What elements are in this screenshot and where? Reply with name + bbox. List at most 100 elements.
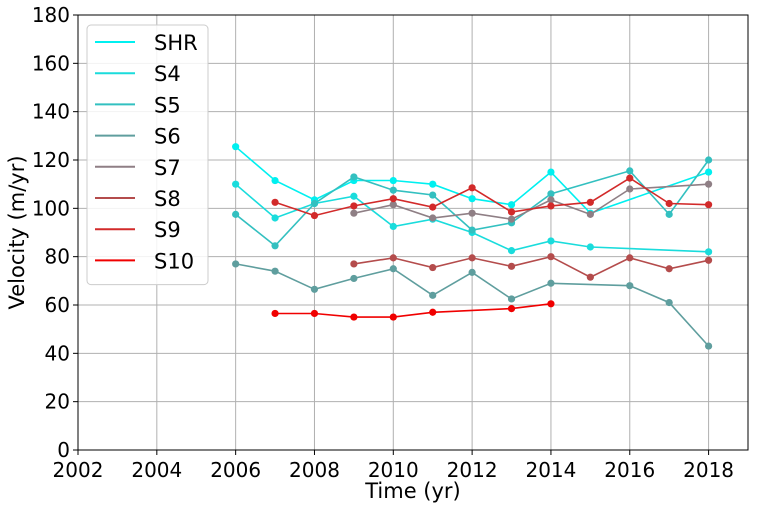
series-line — [235, 263, 710, 347]
y-tick-label: 100 — [32, 196, 70, 220]
legend-label: S10 — [154, 249, 194, 273]
data-point — [586, 243, 594, 251]
data-point — [507, 262, 516, 270]
series-s6 — [232, 260, 713, 350]
data-point — [310, 199, 319, 208]
data-point — [389, 254, 397, 262]
data-point — [350, 192, 358, 200]
data-point — [547, 253, 555, 261]
data-point — [389, 186, 397, 194]
data-point — [468, 254, 476, 262]
series-s7 — [350, 180, 713, 223]
data-point — [429, 180, 437, 188]
data-point — [665, 298, 673, 307]
data-point — [389, 222, 397, 231]
data-point — [350, 209, 358, 217]
data-point — [271, 267, 279, 275]
data-point — [271, 309, 279, 318]
data-point — [547, 300, 555, 308]
data-point — [547, 279, 555, 287]
data-point — [704, 342, 713, 350]
data-point — [665, 265, 673, 273]
data-point — [468, 226, 476, 234]
data-point — [429, 291, 437, 299]
legend-item: SHR — [95, 31, 198, 55]
data-point — [507, 247, 516, 255]
data-point — [389, 313, 397, 321]
series-line — [353, 255, 709, 279]
legend-item: S10 — [95, 249, 194, 273]
data-point — [547, 168, 555, 176]
data-point — [310, 285, 319, 293]
legend-item: S7 — [95, 156, 181, 180]
series-line — [235, 159, 710, 247]
y-tick-label: 80 — [45, 245, 70, 269]
x-tick-label: 2002 — [53, 458, 104, 482]
y-tick-label: 160 — [32, 51, 70, 75]
data-point — [429, 191, 437, 199]
data-point — [429, 263, 437, 272]
data-point — [468, 268, 476, 276]
y-tick-label: 180 — [32, 3, 70, 27]
data-point — [350, 202, 358, 210]
data-point — [704, 180, 713, 188]
data-point — [586, 273, 594, 281]
data-point — [507, 295, 516, 303]
data-point — [389, 176, 397, 185]
data-point — [310, 309, 319, 318]
x-tick-label: 2010 — [368, 458, 419, 482]
y-tick-label: 40 — [45, 341, 70, 365]
data-point — [271, 214, 279, 222]
x-axis-title: Time (yr) — [364, 479, 461, 503]
y-tick-label: 120 — [32, 148, 70, 172]
data-point — [389, 265, 397, 273]
data-point — [232, 180, 240, 188]
data-point — [507, 201, 516, 209]
legend-item: S9 — [95, 218, 181, 242]
x-tick-label: 2014 — [525, 458, 576, 482]
data-point — [389, 195, 397, 203]
series-group — [232, 143, 713, 350]
legend-item: S6 — [95, 125, 181, 149]
y-tick-label: 20 — [45, 390, 70, 414]
data-point — [468, 184, 476, 192]
data-point — [271, 242, 279, 250]
data-point — [507, 305, 516, 313]
series-s5 — [232, 156, 713, 250]
x-tick-label: 2016 — [604, 458, 655, 482]
legend-item: S5 — [95, 93, 181, 117]
data-point — [271, 198, 279, 206]
legend-box — [86, 24, 209, 286]
data-point — [429, 203, 437, 211]
data-point — [547, 202, 555, 210]
data-point — [271, 176, 279, 185]
legend-label: S4 — [154, 62, 181, 86]
data-point — [507, 215, 516, 223]
data-point — [429, 214, 437, 222]
legend-item: S4 — [95, 62, 181, 86]
data-point — [547, 196, 555, 204]
data-point — [704, 201, 713, 209]
legend-label: SHR — [154, 31, 198, 55]
legend-label: S9 — [154, 218, 181, 242]
data-point — [350, 260, 358, 268]
y-tick-label: 0 — [57, 438, 70, 462]
data-point — [626, 167, 634, 175]
data-point — [704, 256, 713, 264]
x-tick-label: 2012 — [447, 458, 498, 482]
data-point — [626, 282, 634, 290]
grid-lines — [77, 14, 748, 451]
data-point — [704, 168, 713, 176]
y-axis-title: Velocity (m/yr) — [5, 155, 29, 309]
plot-area-frame — [77, 14, 749, 451]
x-tick-label: 2004 — [131, 458, 182, 482]
series-s9 — [271, 174, 713, 220]
data-point — [350, 173, 358, 181]
data-point — [586, 198, 594, 206]
data-point — [350, 313, 358, 321]
series-s10 — [271, 300, 555, 321]
data-point — [704, 248, 713, 256]
data-point — [547, 237, 555, 245]
y-tick-label: 60 — [45, 293, 70, 317]
x-tick-label: 2018 — [683, 458, 734, 482]
